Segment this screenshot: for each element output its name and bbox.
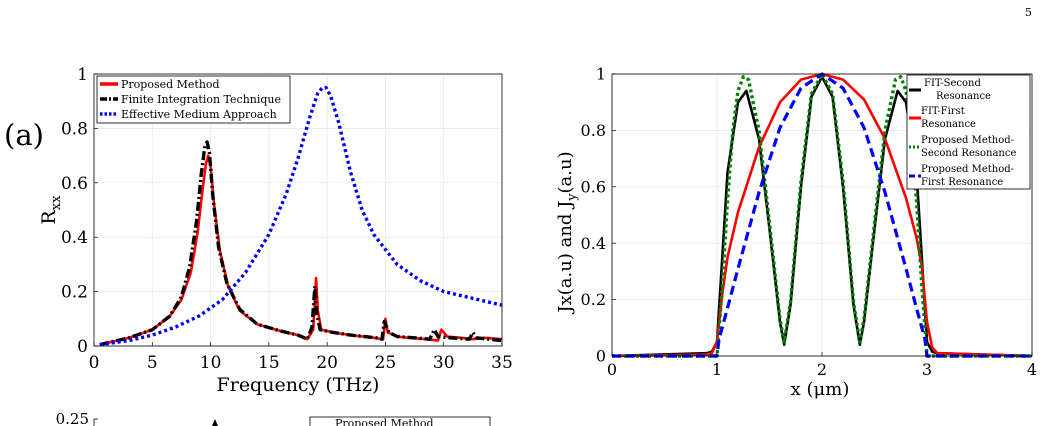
x-axis-label: x (μm) bbox=[791, 379, 850, 400]
chart-partial: 0.25 Proposed Method bbox=[56, 410, 491, 426]
x-tick-label: 15 bbox=[258, 353, 280, 373]
legend: FIT-Second Resonance FIT-First Resonance… bbox=[906, 74, 1031, 190]
panel-label: (a) bbox=[4, 118, 44, 152]
peak-fragment bbox=[212, 419, 218, 426]
x-tick-label: 5 bbox=[147, 353, 158, 373]
x-tick-label: 0 bbox=[607, 360, 617, 379]
legend-box bbox=[309, 416, 491, 426]
legend-label: Effective Medium Approach bbox=[121, 108, 277, 121]
y-tick-label: 0.6 bbox=[581, 177, 606, 196]
legend-label-line1: FIT-Second bbox=[924, 78, 981, 89]
series-group bbox=[99, 85, 503, 347]
x-axis-label: Frequency (THz) bbox=[217, 374, 380, 396]
legend-box bbox=[906, 74, 1031, 190]
x-tick-label: 10 bbox=[200, 353, 222, 373]
legend-label-line2: Resonance bbox=[936, 91, 991, 102]
legend: Proposed Method Finite Integration Techn… bbox=[96, 75, 291, 124]
legend-label-line2: Resonance bbox=[921, 119, 976, 130]
legend-label-line1: FIT-First bbox=[921, 106, 965, 117]
x-tick-label: 35 bbox=[491, 353, 513, 373]
x-tick-label: 4 bbox=[1027, 360, 1037, 379]
series-line-3 bbox=[99, 85, 503, 347]
page-number: 5 bbox=[1025, 6, 1032, 19]
x-tick-label: 2 bbox=[817, 360, 827, 379]
legend-label-line1: Proposed Method- bbox=[921, 164, 1014, 175]
legend-box bbox=[96, 75, 291, 124]
y-tick-label: 0.4 bbox=[581, 234, 606, 253]
y-axis-label: Rxx bbox=[38, 195, 64, 225]
tick-labels: 0 1 2 3 4 0 0.2 0.4 0.6 0.8 1 bbox=[581, 65, 1038, 379]
y-tick-label: 0 bbox=[77, 337, 88, 357]
y-tick-label: 0.2 bbox=[61, 283, 88, 303]
x-tick-label: 1 bbox=[712, 360, 722, 379]
series-line-1 bbox=[99, 154, 503, 346]
y-axis-label: Jx(a.u) and Jy(a.u) bbox=[555, 151, 579, 314]
y-tick-label: 0.25 bbox=[56, 410, 89, 426]
legend-label: Proposed Method bbox=[121, 78, 220, 91]
y-tick-label: 0.4 bbox=[61, 228, 88, 248]
y-tick-label: 0.8 bbox=[581, 121, 606, 140]
x-tick-label: 30 bbox=[433, 353, 455, 373]
legend-label-line2: First Resonance bbox=[921, 177, 1003, 188]
chart-frequency-response: 0 5 10 15 20 25 30 35 0 0.2 0.4 0.6 0.8 1 Frequency (… bbox=[4, 65, 513, 396]
legend-label-line1: Proposed Method- bbox=[921, 135, 1014, 146]
tick-labels: 0 5 10 15 20 25 30 35 0 0.2 0.4 0.6 0.8 1 bbox=[61, 65, 513, 373]
chart-current-distribution: 0 1 2 3 4 0 0.2 0.4 0.6 0.8 1 x (μm) Jx(a.u) and J… bbox=[555, 65, 1037, 400]
y-tick-label: 0 bbox=[596, 347, 606, 366]
legend-label: Proposed Method bbox=[335, 417, 434, 426]
y-tick-label: 1 bbox=[77, 65, 88, 85]
y-tick-label: 1 bbox=[596, 65, 606, 84]
legend-label-line2: Second Resonance bbox=[921, 148, 1016, 159]
series-line-2 bbox=[99, 140, 503, 347]
y-tick-label: 0.2 bbox=[581, 290, 606, 309]
x-tick-label: 20 bbox=[316, 353, 338, 373]
x-tick-label: 0 bbox=[89, 353, 100, 373]
y-tick-label: 0.8 bbox=[61, 119, 88, 139]
x-tick-label: 25 bbox=[375, 353, 397, 373]
y-tick-label: 0.6 bbox=[61, 174, 88, 194]
legend-label: Finite Integration Technique bbox=[121, 93, 281, 106]
x-tick-label: 3 bbox=[922, 360, 932, 379]
axes-box bbox=[93, 73, 503, 347]
